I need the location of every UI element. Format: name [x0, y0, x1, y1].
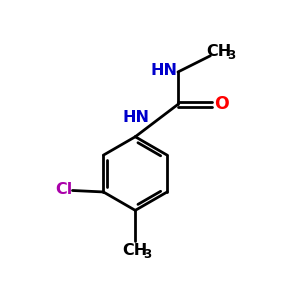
Text: CH: CH	[206, 44, 231, 59]
Text: Cl: Cl	[56, 182, 73, 196]
Text: 3: 3	[227, 49, 236, 62]
Text: CH: CH	[123, 243, 148, 258]
Text: O: O	[214, 95, 229, 113]
Text: 3: 3	[144, 248, 152, 261]
Text: HN: HN	[150, 63, 177, 78]
Text: HN: HN	[122, 110, 149, 125]
